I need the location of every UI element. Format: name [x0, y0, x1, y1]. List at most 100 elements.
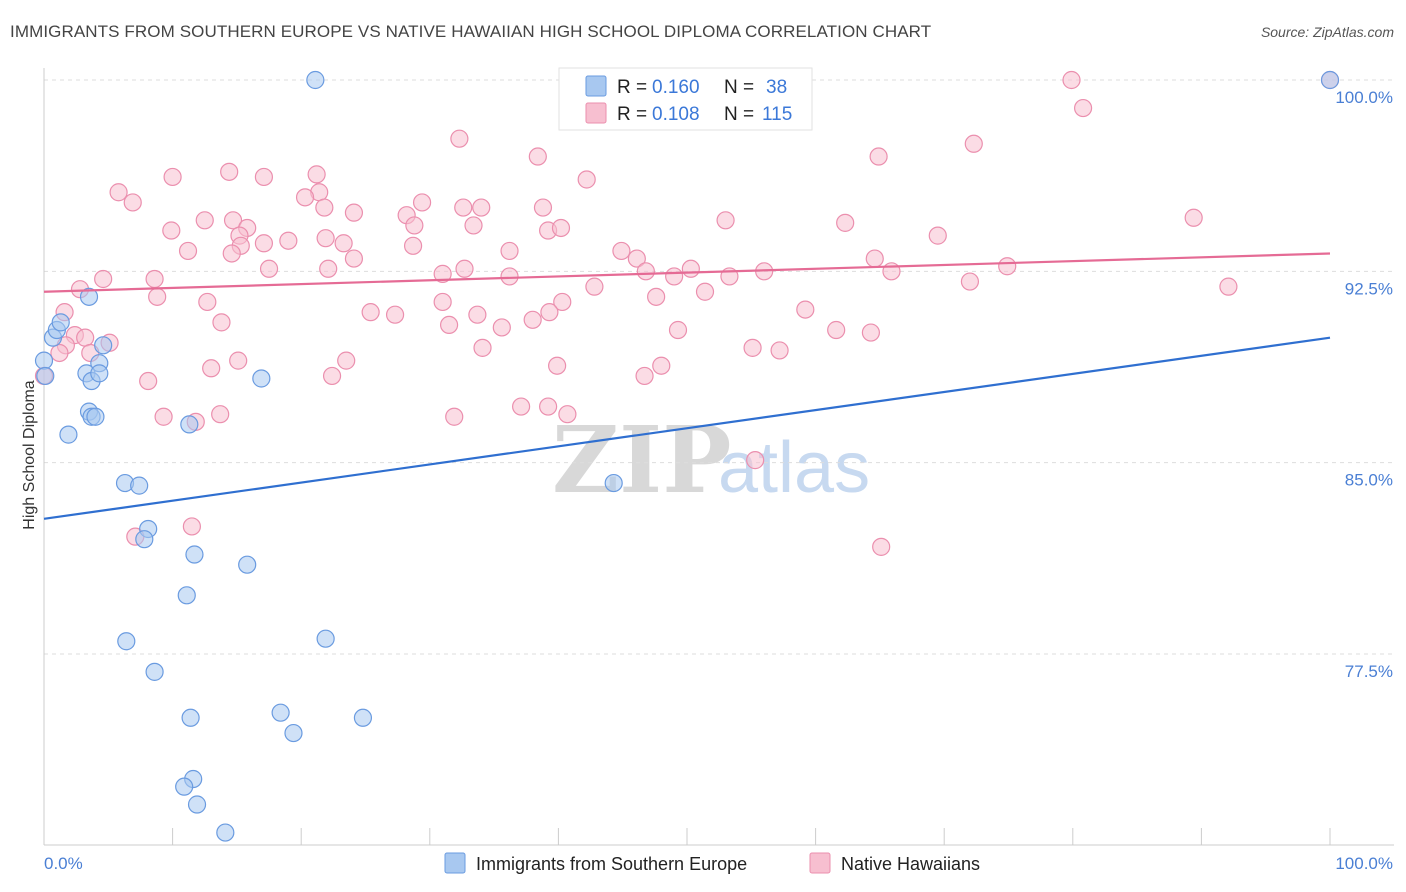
native-hawaiians-point	[344, 203, 364, 222]
southern-europe-point	[185, 545, 204, 564]
native-hawaiians-point	[123, 193, 142, 212]
native-hawaiians-point	[259, 259, 279, 278]
southern-europe-point	[86, 407, 105, 426]
native-hawaiians-point	[540, 303, 559, 322]
native-hawaiians-point	[1184, 208, 1203, 227]
southern-europe-point	[94, 336, 113, 355]
native-hawaiians-point	[492, 318, 511, 337]
native-hawaiians-point	[403, 236, 423, 255]
legend-n-label-pink: N =	[724, 104, 754, 125]
native-hawaiians-point	[344, 249, 364, 268]
native-hawaiians-point	[636, 262, 655, 281]
native-hawaiians-point	[558, 405, 577, 424]
native-hawaiians-point	[796, 300, 815, 319]
southern-europe-point	[117, 632, 136, 651]
native-hawaiians-point	[627, 249, 646, 268]
native-hawaiians-point	[315, 198, 334, 217]
y-tick-labels: 77.5% 85.0% 92.5% 100.0%	[1335, 88, 1393, 681]
native-hawaiians-point	[316, 229, 335, 248]
native-hawaiians-point	[836, 213, 855, 232]
native-hawaiians-point	[202, 359, 221, 378]
y-axis-label: High School Diploma	[21, 380, 38, 530]
native-hawaiians-point	[154, 407, 173, 426]
native-hawaiians-point	[960, 272, 980, 291]
native-hawaiians-point	[433, 292, 452, 312]
legend-n-value-blue: 38	[766, 77, 787, 98]
southern-europe-point	[187, 795, 207, 814]
native-hawaiians-point	[254, 167, 274, 187]
native-hawaiians-point	[212, 313, 231, 332]
native-hawaiians-point	[450, 129, 469, 148]
southern-europe-point	[175, 777, 194, 796]
legend-n-label-blue: N =	[724, 77, 754, 98]
southern-europe-point	[79, 287, 99, 306]
native-hawaiians-point	[553, 292, 572, 312]
legend-r-value-blue: 0.160	[652, 77, 700, 98]
native-hawaiians-point	[668, 320, 688, 340]
native-hawaiians-point	[94, 269, 113, 289]
southern-europe-point	[181, 708, 200, 727]
southern-europe-point	[316, 629, 335, 648]
native-hawaiians-point	[211, 405, 230, 424]
native-hawaiians-point	[665, 267, 684, 286]
southern-europe-point	[216, 823, 235, 842]
native-hawaiians-point	[220, 162, 239, 181]
native-hawaiians-point	[76, 328, 95, 347]
legend-swatch-blue	[585, 75, 607, 97]
native-hawaiians-point	[1219, 277, 1238, 296]
native-hawaiians-point	[865, 249, 884, 268]
southern-europe-point	[59, 425, 78, 444]
native-hawaiians-point	[528, 147, 547, 166]
native-hawaiians-point	[195, 211, 214, 230]
native-hawaiians-point	[464, 216, 483, 235]
native-hawaiians-point	[322, 366, 342, 386]
y-tick-label: 85.0%	[1345, 471, 1393, 490]
native-hawaiians-point	[50, 343, 69, 363]
southern-europe-point	[271, 703, 290, 722]
native-hawaiians-point	[523, 310, 542, 329]
native-hawaiians-point	[455, 259, 474, 278]
legend-n-value-pink: 115	[762, 104, 792, 125]
native-hawaiians-point	[635, 366, 654, 386]
native-hawaiians-point	[145, 269, 164, 289]
watermark-atlas: atlas	[718, 428, 870, 508]
native-hawaiians-point	[229, 351, 248, 370]
native-hawaiians-point	[695, 282, 715, 301]
southern-europe-point	[238, 555, 257, 574]
bottom-legend-swatch-blue	[444, 852, 466, 874]
native-hawaiians-point	[743, 338, 762, 357]
native-hawaiians-point	[385, 305, 405, 324]
y-tick-label: 92.5%	[1345, 279, 1393, 298]
native-hawaiians-point	[163, 167, 182, 187]
southern-europe-point	[180, 415, 199, 434]
y-tick-label: 100.0%	[1335, 88, 1393, 107]
bottom-legend-label-blue: Immigrants from Southern Europe	[476, 854, 747, 874]
native-hawaiians-point	[412, 193, 432, 212]
native-hawaiians-point	[148, 287, 167, 306]
southern-europe-points	[34, 70, 1340, 842]
native-hawaiians-point	[182, 517, 201, 536]
native-hawaiians-point	[681, 259, 700, 278]
bottom-legend-label-pink: Native Hawaiians	[841, 854, 980, 874]
legend-r-label-blue: R =	[617, 77, 647, 98]
native-hawaiians-point	[454, 198, 473, 217]
native-hawaiians-point	[500, 267, 519, 286]
southern-europe-point	[284, 723, 303, 743]
native-hawaiians-point	[162, 221, 181, 240]
native-hawaiians-point	[539, 397, 558, 416]
native-hawaiians-point	[577, 170, 596, 189]
native-hawaiians-point	[109, 183, 128, 202]
native-hawaiians-point	[533, 198, 553, 217]
southern-europe-point	[51, 313, 70, 332]
trend-lines	[43, 252, 1331, 520]
native-hawaiians-point	[861, 323, 880, 342]
native-hawaiians-point	[1073, 98, 1093, 118]
southern-europe-point	[130, 476, 149, 495]
native-hawaiians-point	[468, 305, 487, 324]
x-tick-label-min: 0.0%	[44, 854, 83, 873]
native-hawaiians-point	[178, 241, 198, 261]
southern-europe-point	[90, 364, 109, 383]
native-hawaiians-point	[223, 211, 243, 230]
native-hawaiians-point	[1062, 70, 1081, 90]
